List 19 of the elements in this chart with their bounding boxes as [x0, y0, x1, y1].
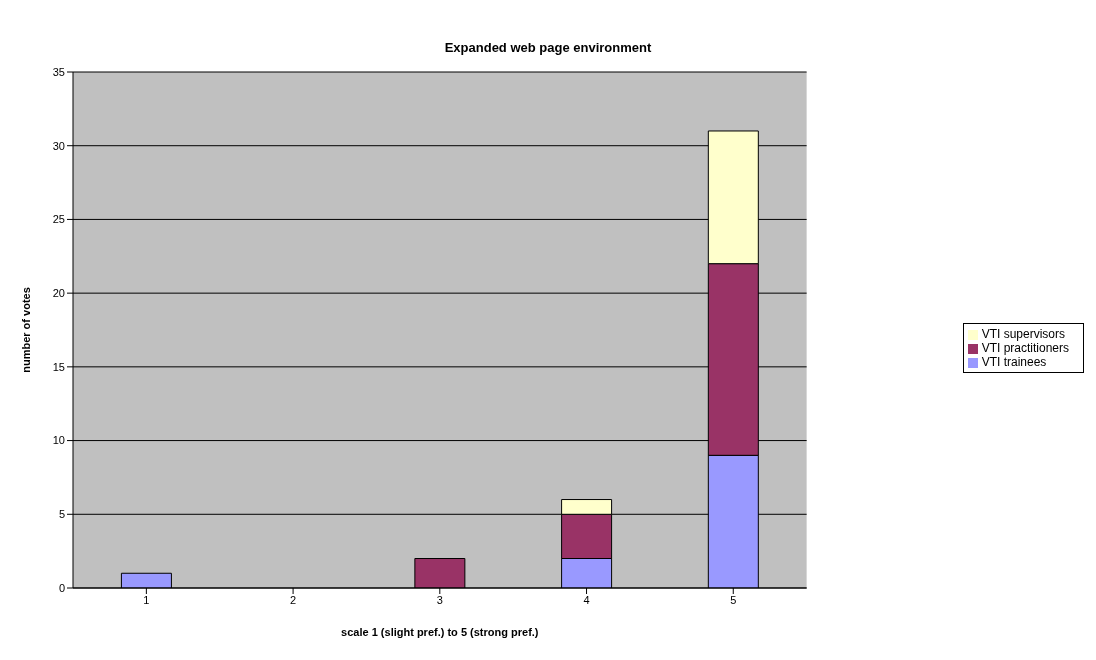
x-tick-label: 3	[436, 593, 443, 606]
legend-label: VTI supervisors	[981, 327, 1065, 341]
legend-label: VTI practitioners	[981, 341, 1069, 355]
y-tick-label: 15	[52, 360, 65, 373]
x-axis-title: scale 1 (slight pref.) to 5 (strong pref.)	[341, 626, 539, 638]
y-tick-label: 20	[52, 287, 65, 300]
y-tick-label: 25	[52, 213, 65, 226]
x-tick-label: 4	[583, 593, 590, 606]
y-tick-label: 35	[52, 65, 65, 78]
x-tick-label: 5	[730, 593, 737, 606]
x-tick-label: 1	[143, 593, 150, 606]
legend-label: VTI trainees	[981, 355, 1047, 369]
x-tick-label: 2	[290, 593, 297, 606]
y-tick-label: 10	[52, 434, 65, 447]
y-axis-title: number of votes	[19, 287, 32, 373]
chart-title: Expanded web page environment	[443, 39, 653, 55]
y-tick-label: 30	[52, 139, 65, 152]
y-tick-label: 5	[58, 508, 65, 521]
y-tick-label: 0	[58, 581, 65, 594]
